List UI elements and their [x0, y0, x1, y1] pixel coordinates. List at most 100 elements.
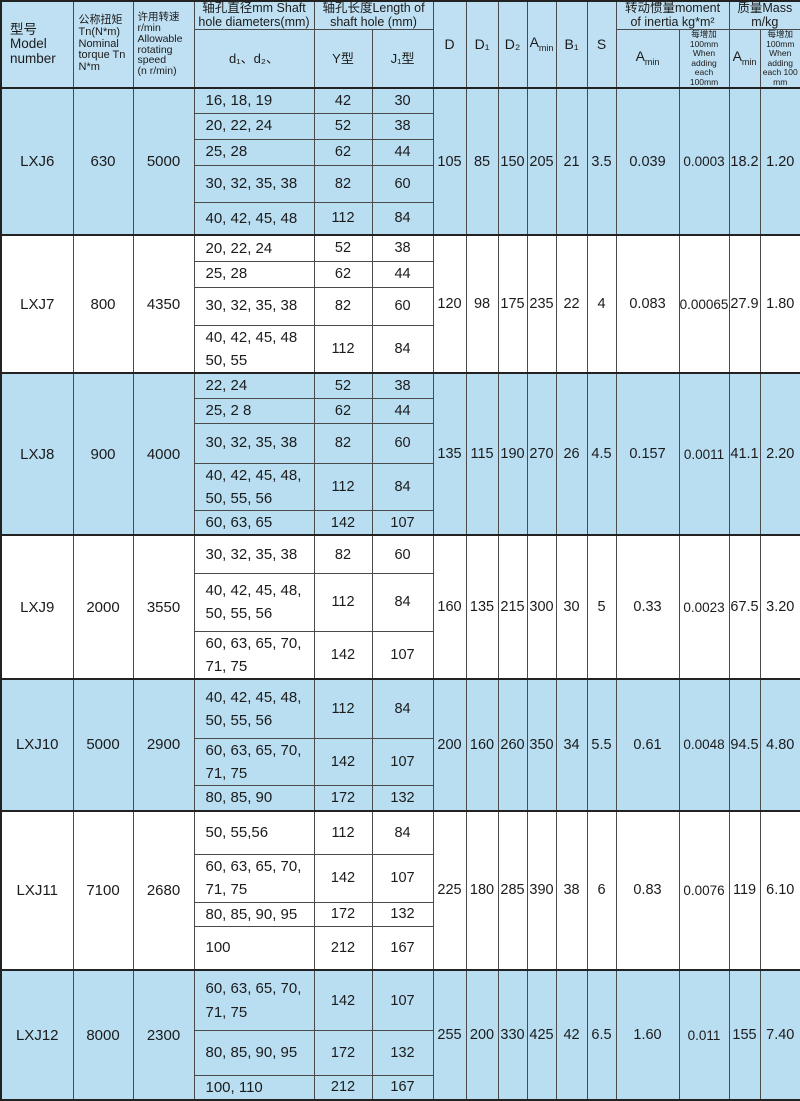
cell-j1-type-length: 30: [371, 87, 434, 114]
cell-inertia-amin: 0.157: [615, 372, 680, 536]
cell-D: 105: [432, 87, 467, 236]
col-header-d1-d2: d₁、d₂、: [193, 29, 315, 90]
cell-j1-type-length: 84: [371, 324, 434, 374]
cell-j1-type-length: 107: [371, 510, 434, 536]
cell-j1-type-length: 107: [371, 737, 434, 787]
cell-shaft-hole-diameters: 100: [193, 925, 315, 971]
cell-y-type-length: 62: [313, 138, 373, 166]
cell-shaft-hole-diameters: 50, 55,56: [193, 809, 315, 856]
cell-j1-type-length: 84: [371, 462, 434, 512]
cell-y-type-length: 212: [313, 925, 373, 971]
cell-mass-amin: 18.2: [728, 87, 761, 236]
cell-shaft-hole-diameters: 25, 28: [193, 138, 315, 166]
cell-D: 120: [432, 234, 467, 374]
cell-mass-per-100mm: 6.10: [759, 809, 800, 971]
cell-shaft-hole-diameters: 60, 63, 65, 70, 71, 75: [193, 854, 315, 903]
cell-mass-per-100mm: 1.80: [759, 234, 800, 374]
cell-S: 5.5: [586, 678, 617, 812]
cell-shaft-hole-diameters: 60, 63, 65, 70, 71, 75: [193, 737, 315, 787]
cell-y-type-length: 142: [313, 510, 373, 536]
cell-D1: 135: [465, 534, 499, 680]
cell-j1-type-length: 167: [371, 925, 434, 971]
cell-mass-per-100mm: 7.40: [759, 969, 800, 1101]
cell-inertia-amin: 0.83: [615, 809, 680, 971]
cell-j1-type-length: 132: [371, 785, 434, 812]
table-row: 25, 28 62 44: [1, 260, 800, 288]
cell-nominal-torque: 900: [72, 372, 134, 536]
cell-D1: 98: [465, 234, 499, 374]
cell-Amin: 270: [526, 372, 557, 536]
col-header-j1-type: J₁型: [371, 29, 434, 90]
cell-allowable-speed: 3550: [132, 534, 195, 680]
cell-j1-type-length: 84: [371, 678, 434, 739]
cell-D1: 85: [465, 87, 499, 236]
cell-j1-type-length: 60: [371, 534, 434, 574]
cell-S: 6.5: [586, 969, 617, 1101]
cell-j1-type-length: 38: [371, 372, 434, 399]
table-row: 30, 32, 35, 38 82 60: [1, 164, 800, 203]
table-row: 60, 63, 65, 70, 71, 75 142 107: [1, 854, 800, 903]
cell-j1-type-length: 167: [371, 1074, 434, 1101]
cell-B1: 30: [555, 534, 588, 680]
col-header-mass-amin: Amin: [728, 29, 761, 90]
cell-nominal-torque: 8000: [72, 969, 134, 1101]
col-header-S: S: [586, 0, 617, 89]
cell-nominal-torque: 630: [72, 87, 134, 236]
amin-sub: min: [644, 57, 660, 68]
cell-B1: 26: [555, 372, 588, 536]
cell-model-number: LXJ12: [0, 969, 74, 1101]
cell-shaft-hole-diameters: 20, 22, 24: [193, 234, 315, 262]
cell-inertia-per-100mm: 0.0011: [678, 372, 730, 536]
cell-shaft-hole-diameters: 30, 32, 35, 38: [193, 534, 315, 574]
col-header-Amin: Amin: [526, 0, 557, 89]
table-row: LXJ10 5000 2900 40, 42, 45, 48, 50, 55, 56 1…: [0, 678, 800, 812]
table-row: 30, 32, 35, 38 82 60: [1, 422, 800, 464]
cell-D2: 330: [497, 969, 528, 1101]
cell-y-type-length: 142: [313, 969, 373, 1031]
cell-y-type-length: 52: [313, 372, 373, 399]
cell-mass-per-100mm: 3.20: [759, 534, 800, 680]
col-header-speed: 许用转速 r/min Allowable rotating speed (n r…: [132, 0, 195, 89]
cell-y-type-length: 112: [313, 572, 373, 632]
cell-shaft-hole-diameters: 30, 32, 35, 38: [193, 164, 315, 203]
table-row: 40, 42, 45, 48, 50, 55, 56 112 84: [1, 572, 800, 632]
col-header-shaft-length-group: 轴孔长度Length of shaft hole (mm): [313, 0, 434, 30]
cell-Amin: 235: [526, 234, 557, 374]
cell-inertia-per-100mm: 0.0048: [678, 678, 730, 812]
cell-y-type-length: 172: [313, 901, 373, 927]
col-header-mass-group: 质量Mass m/kg: [728, 0, 800, 30]
table-row: 60, 63, 65, 70, 71, 75 142 107: [1, 737, 800, 787]
table-row: LXJ11 7100 2680 50, 55,56 112 84 225 180 285 390 3…: [0, 809, 800, 971]
table-row: 100 212 167: [1, 925, 800, 971]
col-header-model: 型号 Model number: [0, 0, 74, 89]
cell-y-type-length: 112: [313, 809, 373, 856]
cell-D2: 285: [497, 809, 528, 971]
cell-shaft-hole-diameters: 30, 32, 35, 38: [193, 286, 315, 326]
cell-mass-amin: 94.5: [728, 678, 761, 812]
cell-shaft-hole-diameters: 22, 24: [193, 372, 315, 399]
cell-mass-amin: 119: [728, 809, 761, 971]
cell-shaft-hole-diameters: 25, 2 8: [193, 397, 315, 424]
amin-base: A: [732, 48, 742, 65]
amin-base: A: [635, 48, 645, 65]
cell-j1-type-length: 60: [371, 164, 434, 203]
table-row: 20, 22, 24 52 38: [1, 112, 800, 140]
cell-shaft-hole-diameters: 100, 110: [193, 1074, 315, 1101]
cell-D2: 215: [497, 534, 528, 680]
cell-mass-amin: 67.5: [728, 534, 761, 680]
amin-sub: min: [741, 57, 757, 68]
cell-model-number: LXJ8: [0, 372, 74, 536]
cell-y-type-length: 142: [313, 737, 373, 787]
cell-y-type-length: 62: [313, 260, 373, 288]
cell-shaft-hole-diameters: 30, 32, 35, 38: [193, 422, 315, 464]
cell-j1-type-length: 107: [371, 854, 434, 903]
cell-y-type-length: 82: [313, 534, 373, 574]
cell-j1-type-length: 132: [371, 1029, 434, 1076]
cell-y-type-length: 42: [313, 87, 373, 114]
cell-S: 5: [586, 534, 617, 680]
cell-Amin: 425: [526, 969, 557, 1101]
cell-shaft-hole-diameters: 60, 63, 65: [193, 510, 315, 536]
table-row: 80, 85, 90, 95 172 132: [1, 901, 800, 927]
table-row: 30, 32, 35, 38 82 60: [1, 286, 800, 326]
cell-D: 200: [432, 678, 467, 812]
